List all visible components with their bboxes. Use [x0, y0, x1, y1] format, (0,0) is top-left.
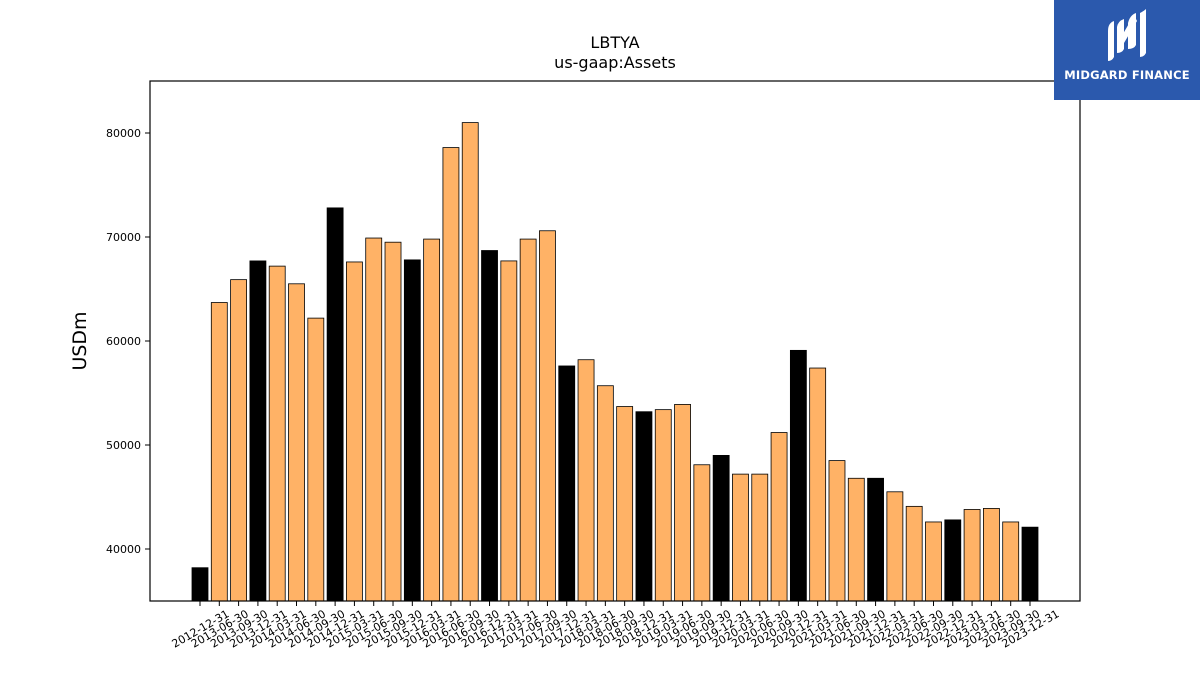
bar-2013-06-30 [210, 302, 228, 602]
bar-2014-09-30 [307, 317, 325, 602]
bar-2018-09-30 [616, 406, 634, 602]
y-tick-label: 60000 [106, 335, 141, 348]
bar-2014-03-31 [268, 265, 286, 602]
bar-2020-09-30 [770, 432, 788, 602]
bar-2017-03-31 [500, 260, 518, 602]
bar-2019-03-31 [654, 409, 672, 602]
y-tick-label: 40000 [106, 543, 141, 556]
plot-frame [149, 80, 1081, 602]
bar-2017-09-30 [539, 230, 556, 602]
bar-2019-06-30 [674, 404, 691, 602]
y-tick-label: 80000 [106, 127, 141, 140]
bar-2015-03-31 [346, 261, 363, 602]
bar-2022-09-30 [925, 521, 942, 602]
bar-2020-06-30 [751, 473, 769, 602]
bar-2013-09-30 [230, 279, 248, 602]
bar-2020-03-31 [732, 473, 749, 602]
brand-badge: MIDGARD FINANCE [1054, 0, 1200, 100]
midgard-m-logo-icon [1108, 9, 1146, 61]
bar-2022-12-31 [944, 519, 962, 602]
bar-2023-12-31 [1021, 526, 1039, 602]
bar-2018-06-30 [596, 385, 614, 602]
bar-2016-06-30 [442, 147, 460, 602]
bar-2022-06-30 [905, 505, 923, 602]
bar-2022-03-31 [886, 491, 904, 602]
chart-subtitle: us-gaap:Assets [554, 53, 676, 72]
y-tick-label: 50000 [106, 439, 141, 452]
bar-2014-06-30 [288, 283, 305, 602]
bar-2023-09-30 [1002, 521, 1020, 602]
bars-group [191, 122, 1039, 602]
bar-2018-12-31 [635, 411, 653, 602]
bar-2016-09-30 [461, 122, 479, 602]
bar-2015-12-31 [403, 259, 421, 602]
chart-title: LBTYA [590, 33, 639, 52]
bar-2017-12-31 [558, 365, 576, 602]
bar-2021-09-30 [847, 477, 865, 602]
bar-2019-12-31 [712, 454, 730, 602]
bar-2018-03-31 [577, 359, 595, 602]
bar-2023-03-31 [963, 509, 981, 602]
brand-name: MIDGARD FINANCE [1064, 68, 1190, 82]
bar-2021-03-31 [809, 367, 827, 602]
bar-2021-12-31 [867, 477, 884, 602]
bar-2016-03-31 [423, 238, 441, 602]
bar-2016-12-31 [481, 250, 498, 602]
bar-2015-09-30 [384, 241, 402, 602]
bar-2012-12-31 [191, 567, 209, 602]
bar-2013-12-31 [249, 260, 267, 602]
bar-2019-09-30 [693, 464, 711, 602]
bar-2017-06-30 [519, 238, 537, 602]
bar-2023-06-30 [983, 508, 1000, 602]
bar-2020-12-31 [789, 349, 807, 602]
y-tick-label: 70000 [106, 231, 141, 244]
x-ticks-group: 2012-12-312013-06-302013-09-302013-12-31… [170, 601, 1062, 651]
bar-2021-06-30 [828, 460, 846, 602]
y-ticks-group: 40000 50000 60000 70000 80000 [106, 127, 150, 556]
bar-2014-12-31 [326, 207, 344, 602]
bar-2015-06-30 [365, 237, 383, 602]
y-axis-label: USDm [69, 311, 91, 370]
